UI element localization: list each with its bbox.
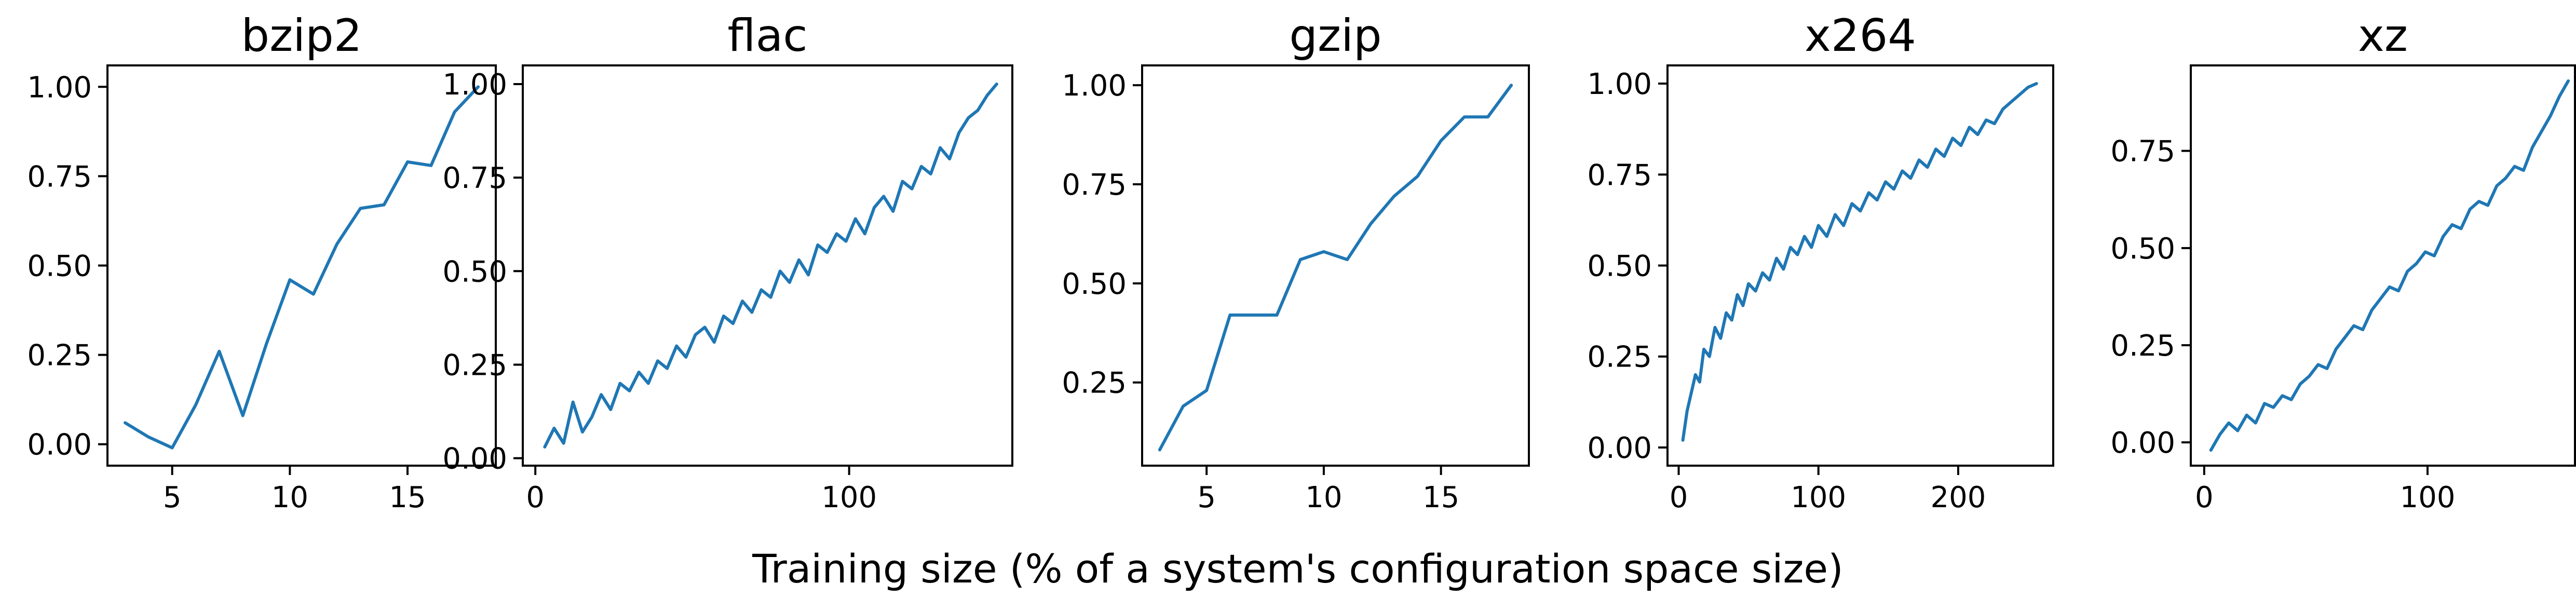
x-tick-label: 0 bbox=[526, 481, 545, 514]
x-tick-label: 10 bbox=[1305, 481, 1342, 514]
series-line bbox=[124, 85, 480, 450]
y-tick-label: 0.50 bbox=[1587, 250, 1652, 283]
series-line bbox=[1681, 82, 2038, 442]
y-tick-label: 0.50 bbox=[2110, 232, 2175, 266]
y-tick-label: 0.25 bbox=[1062, 367, 1127, 400]
subplot-flac: flac 0 100 0.00 0.25 0.50 0.75 1.00 bbox=[442, 10, 1013, 514]
axes-frame bbox=[522, 64, 1013, 467]
y-tick-label: 0.50 bbox=[27, 250, 92, 283]
subplot-title: x264 bbox=[1805, 10, 1916, 62]
y-tick-label: 0.50 bbox=[1062, 267, 1127, 301]
y-tick-label: 0.00 bbox=[2110, 426, 2175, 460]
y-tick-label: 0.75 bbox=[27, 160, 92, 194]
x-tick-label: 15 bbox=[1422, 481, 1459, 514]
y-tick-label: 1.00 bbox=[442, 68, 507, 102]
x-tick-label: 0 bbox=[1670, 481, 1688, 514]
subplot-title: flac bbox=[727, 10, 807, 62]
y-tick-label: 0.00 bbox=[27, 428, 92, 462]
y-tick-label: 0.75 bbox=[1587, 158, 1652, 192]
x-tick-label: 5 bbox=[1197, 481, 1216, 514]
y-tick-label: 0.50 bbox=[442, 255, 507, 289]
subplot-title: bzip2 bbox=[241, 10, 362, 62]
x-tick-label: 5 bbox=[163, 481, 182, 514]
subplot-gzip: gzip 5 10 15 0.25 0.50 0.75 1.00 bbox=[1062, 10, 1530, 514]
x-axis-label: Training size (% of a system's configura… bbox=[752, 546, 1843, 592]
y-tick-label: 0.00 bbox=[442, 442, 507, 476]
subplot-title: xz bbox=[2358, 10, 2408, 62]
y-tick-label: 0.75 bbox=[2110, 135, 2175, 169]
y-tick-label: 0.25 bbox=[2110, 329, 2175, 363]
y-tick-label: 1.00 bbox=[27, 71, 92, 104]
y-tick-label: 0.25 bbox=[27, 339, 92, 373]
x-tick-label: 15 bbox=[389, 481, 426, 514]
x-tick-label: 10 bbox=[272, 481, 308, 514]
subplot-x264: x264 0 100 200 0.00 0.25 0.50 0.75 1.00 bbox=[1587, 10, 2054, 514]
y-tick-label: 0.25 bbox=[1587, 341, 1652, 374]
subplot-bzip2: bzip2 5 10 15 0.00 0.25 0.50 0.75 1.00 bbox=[27, 10, 497, 514]
axes-frame bbox=[106, 64, 497, 467]
x-tick-label: 0 bbox=[2195, 481, 2214, 514]
y-tick-label: 1.00 bbox=[1587, 67, 1652, 101]
y-tick-label: 0.75 bbox=[442, 161, 507, 195]
y-tick-label: 1.00 bbox=[1062, 69, 1127, 103]
axes-frame bbox=[2190, 64, 2576, 467]
series-line bbox=[2209, 79, 2570, 452]
subplot-title: gzip bbox=[1289, 10, 1381, 62]
subplot-xz: xz 0 100 0.00 0.25 0.50 0.75 bbox=[2110, 10, 2576, 514]
x-tick-label: 100 bbox=[821, 481, 877, 514]
axes-frame bbox=[1141, 64, 1530, 467]
x-tick-label: 100 bbox=[2400, 481, 2456, 514]
y-tick-label: 0.00 bbox=[1587, 431, 1652, 465]
x-tick-label: 100 bbox=[1791, 481, 1846, 514]
y-tick-label: 0.75 bbox=[1062, 168, 1127, 202]
series-line bbox=[1158, 84, 1513, 452]
axes-frame bbox=[1666, 64, 2054, 467]
y-tick-label: 0.25 bbox=[442, 348, 507, 382]
series-line bbox=[543, 83, 998, 449]
x-tick-label: 200 bbox=[1930, 481, 1986, 514]
